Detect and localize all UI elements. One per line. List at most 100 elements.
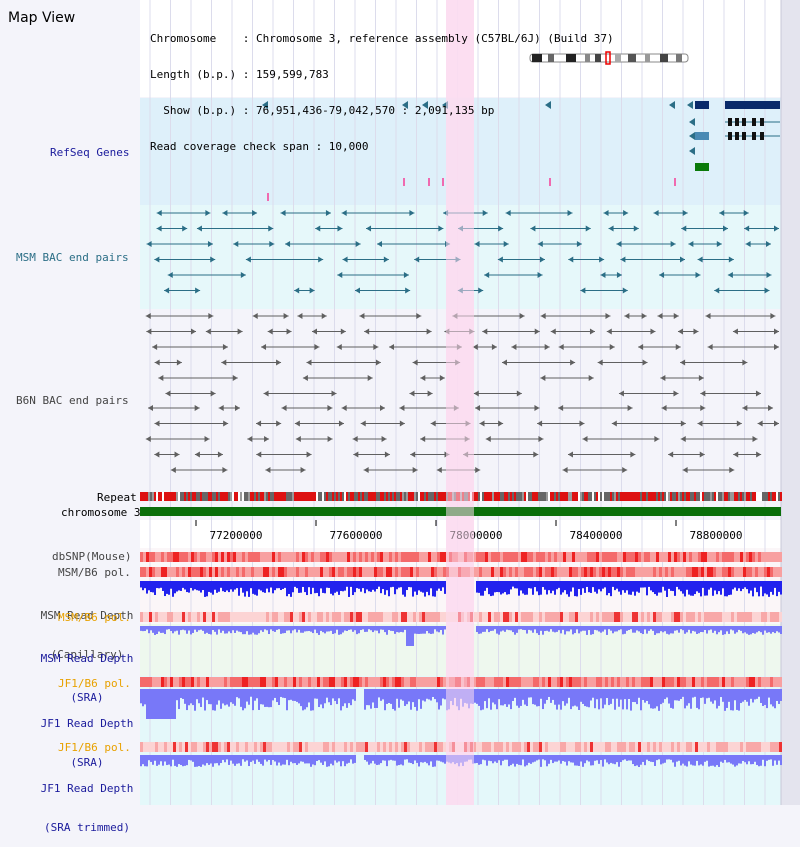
track-label-jf1-depth-trim[interactable]: JF1 Read Depth (SRA trimmed) [36, 756, 138, 847]
jf1-b6-pol-trim-cell [185, 742, 188, 752]
msm-depth-capillary-bar [604, 581, 606, 588]
jf1-depth-sra-bar [426, 689, 428, 699]
track-label-msm-depth-capillary[interactable]: MSM Read Depth (Capillary) [36, 583, 138, 674]
msm-bac-pair-end [766, 272, 772, 278]
b6n-bac-pair-end [283, 313, 289, 319]
track-label-jf1-depth-sra[interactable]: JF1 Read Depth (SRA) [36, 691, 138, 782]
jf1-depth-sra-bar [240, 689, 242, 707]
msm-b6-pol-cell [356, 567, 359, 577]
msm-depth-capillary-bar [678, 581, 680, 590]
jf1-depth-sra-bar [670, 689, 672, 708]
msm-depth-sra-bar [486, 626, 488, 630]
jf1-b6-pol-trim-cell [377, 742, 380, 752]
track-label-repeat[interactable]: Repeat [97, 491, 137, 504]
jf1-b6-pol-cell [605, 677, 608, 687]
repeat-cell [580, 492, 582, 501]
msm-b6-pol-sra-cell [224, 612, 227, 622]
jf1-b6-pol-cell [209, 677, 212, 687]
msm-b6-pol-cell [512, 567, 515, 577]
jf1-b6-pol-cell [428, 677, 431, 687]
b6n-bac-pair-end [697, 420, 703, 427]
b6n-bac-pair-end [154, 359, 160, 366]
msm-depth-capillary-bar [682, 581, 684, 594]
repeat-cell [766, 492, 768, 501]
jf1-b6-pol-cell [581, 677, 584, 687]
jf1-b6-pol-trim-cell [713, 742, 716, 752]
repeat-cell [444, 492, 446, 501]
jf1-b6-pol-trim-cell [542, 742, 545, 752]
dbsnp-cell [152, 552, 155, 562]
msm-b6-pol-cell [410, 567, 413, 577]
msm-depth-capillary-bar [242, 581, 244, 593]
jf1-b6-pol-cell [671, 677, 674, 687]
track-label-dbsnp[interactable]: dbSNP(Mouse) [52, 550, 132, 563]
jf1-depth-sra-bar [314, 689, 316, 699]
jf1-b6-pol-trim-cell [308, 742, 311, 752]
track-label-b6n-bac[interactable]: B6N BAC end pairs [16, 394, 129, 407]
msm-depth-sra-bar [666, 626, 668, 634]
b6n-bac-pair-end [638, 344, 644, 350]
msm-b6-pol-sra-cell [383, 612, 386, 622]
jf1-depth-sra-bar [344, 689, 346, 704]
track-label-msm-depth-sra[interactable]: MSM Read Depth (SRA) [36, 626, 138, 717]
msm-b6-pol-sra-cell [635, 612, 638, 622]
msm-depth-capillary-bar [226, 581, 228, 591]
dbsnp-cell [668, 552, 671, 562]
repeat-cell [568, 492, 570, 501]
jf1-b6-pol-trim-cell [737, 742, 740, 752]
msm-depth-sra-bar [582, 626, 584, 631]
dbsnp-cell [569, 552, 572, 562]
jf1-depth-sra-bar [438, 689, 440, 710]
b6n-bac-pair-end [165, 390, 171, 397]
msm-depth-capillary-bar [712, 581, 714, 596]
jf1-depth-trim-bar [204, 755, 206, 766]
jf1-depth-sra-bar [142, 689, 144, 707]
msm-b6-pol-sra-cell [773, 612, 776, 622]
msm-b6-pol-cell [539, 567, 542, 577]
jf1-depth-sra-bar [294, 689, 296, 701]
msm-bac-pair-end [409, 210, 415, 216]
b6n-bac-pair-end [533, 451, 539, 458]
jf1-depth-sra-bar [594, 689, 596, 709]
track-label-msm-b6-pol-sra[interactable]: MSM/B6 pol. [58, 611, 131, 624]
msm-b6-pol-cell [482, 567, 485, 577]
jf1-b6-pol-cell [233, 677, 236, 687]
jf1-b6-pol-trim-cell [698, 742, 701, 752]
msm-b6-pol-cell [140, 567, 143, 577]
b6n-bac-pair-end [281, 405, 287, 411]
msm-depth-sra-bar [698, 626, 700, 634]
b6n-bac-pair-end [558, 405, 564, 411]
msm-depth-capillary-bar [174, 581, 176, 594]
msm-depth-capillary-bar [598, 581, 600, 590]
jf1-depth-trim-bar [560, 755, 562, 764]
jf1-depth-trim-bar [484, 755, 486, 761]
track-label-jf1-b6-pol-trim[interactable]: JF1/B6 pol. [58, 741, 131, 754]
jf1-b6-pol-cell [725, 677, 728, 687]
jf1-depth-sra-bar [552, 689, 554, 700]
track-label-msm-bac[interactable]: MSM BAC end pairs [16, 251, 129, 264]
msm-b6-pol-sra-cell [602, 612, 605, 622]
track-label-refseq[interactable]: RefSeq Genes [50, 146, 130, 159]
msm-b6-pol-cell [428, 567, 431, 577]
b6n-bac-pair-end [380, 405, 386, 411]
msm-b6-pol-sra-cell [743, 612, 746, 622]
track-label-jf1-b6-pol[interactable]: JF1/B6 pol. [58, 677, 131, 690]
jf1-depth-sra-bar [684, 689, 686, 709]
jf1-depth-sra-bar [316, 689, 318, 699]
jf1-b6-pol-trim-cell [665, 742, 668, 752]
repeat-cell [760, 492, 762, 501]
msm-depth-sra-bar [620, 626, 622, 630]
jf1-depth-trim-bar [724, 755, 726, 760]
jf1-b6-pol-cell [710, 677, 713, 687]
track-label-msm-b6-pol[interactable]: MSM/B6 pol. [58, 566, 131, 579]
msm-depth-capillary-bar [276, 581, 278, 589]
jf1-depth-trim-bar [166, 755, 168, 766]
b6n-bac-pair-end [191, 328, 197, 335]
genome-map-canvas[interactable]: 77200000 77600000 78000000 78400000 78800000 [0, 0, 800, 805]
msm-depth-capillary-bar [252, 581, 254, 594]
jf1-depth-trim-bar [720, 755, 722, 762]
jf1-b6-pol-trim-cell [146, 742, 149, 752]
repeat-cell [554, 492, 556, 501]
jf1-b6-pol-trim-cell [290, 742, 293, 752]
msm-b6-pol-cell [740, 567, 743, 577]
